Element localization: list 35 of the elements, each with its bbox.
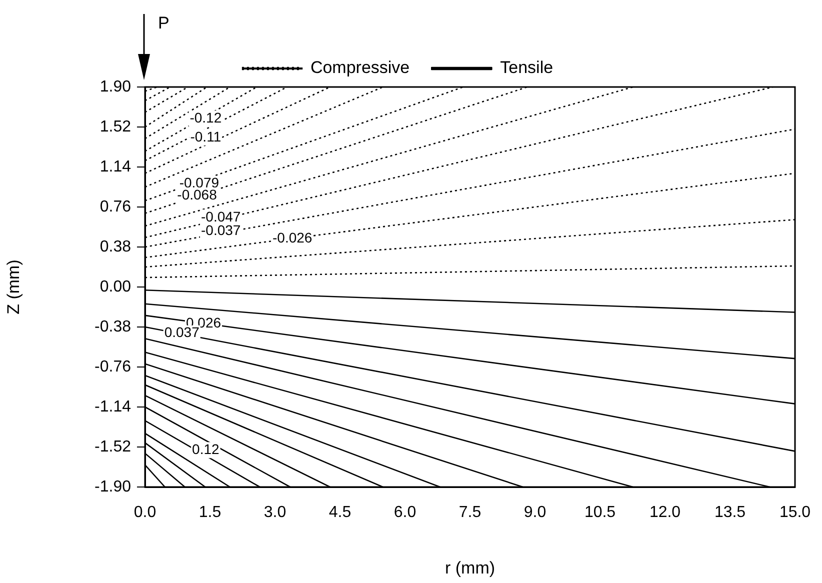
annotation: -0.12 — [190, 109, 222, 126]
y-tick-label: 1.52 — [100, 118, 132, 136]
x-tick-label: 1.5 — [198, 504, 222, 522]
x-tick-label: 12.0 — [649, 504, 681, 522]
x-tick-label: 7.5 — [458, 504, 482, 522]
x-tick-label: 6.0 — [394, 504, 416, 522]
x-tick-label: 13.5 — [714, 504, 746, 522]
x-tick-label: 9.0 — [524, 504, 546, 522]
x-tick-label: 10.5 — [584, 504, 616, 522]
y-tick-label: -0.76 — [94, 358, 132, 376]
y-tick-label: 0.76 — [100, 198, 132, 216]
y-tick-label: 1.90 — [100, 78, 132, 96]
legend-label: Tensile — [500, 58, 554, 78]
text: P — [158, 14, 170, 33]
y-tick-label: -1.14 — [94, 398, 132, 416]
y-tick-label: 0.38 — [100, 238, 132, 256]
y-tick-label: -1.90 — [94, 478, 132, 496]
y-tick-label: 0.00 — [100, 278, 132, 296]
annotation: -0.047 — [200, 208, 241, 224]
y-tick-label: -1.52 — [94, 438, 132, 456]
annotation: -0.037 — [200, 222, 241, 238]
y-tick-label: -0.38 — [94, 318, 132, 336]
x-tick-label: 3.0 — [264, 504, 286, 522]
legend-label: Compressive — [310, 58, 410, 78]
x-axis-title: r (mm) — [444, 558, 496, 578]
x-tick-label: 0.0 — [134, 504, 156, 522]
annotation: -0.079 — [179, 174, 220, 191]
annotation: 0.12 — [192, 441, 220, 458]
x-tick-label: 15.0 — [779, 504, 811, 522]
annotation: -0.068 — [177, 186, 218, 202]
y-axis-title: Z (mm) — [4, 260, 23, 314]
x-tick-label: 4.5 — [328, 504, 352, 522]
y-tick-label: 1.14 — [100, 158, 132, 176]
annotation: -0.026 — [272, 229, 312, 246]
annotation: -0.11 — [190, 128, 222, 144]
